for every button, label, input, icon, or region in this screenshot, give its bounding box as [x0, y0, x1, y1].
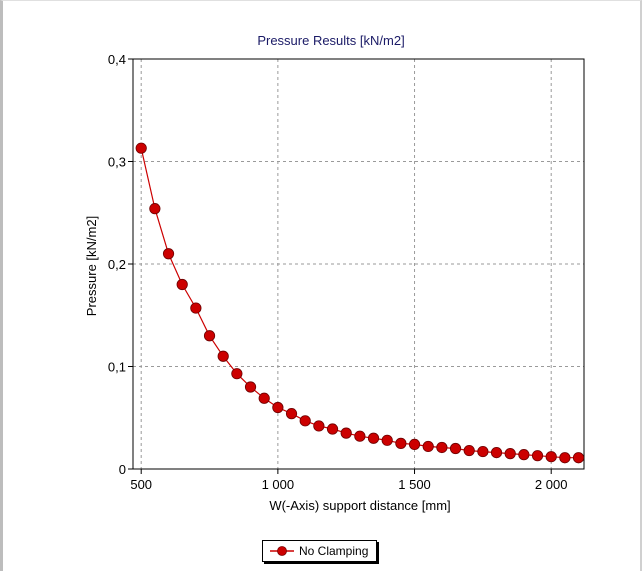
- data-point[interactable]: [545, 451, 557, 463]
- x-tick-label: 500: [130, 477, 152, 492]
- pressure-chart: Pressure Results [kN/m2] 500 1 000 1 500 2 …: [84, 33, 585, 513]
- data-point[interactable]: [477, 445, 489, 458]
- data-point[interactable]: [559, 452, 571, 464]
- data-point[interactable]: [313, 420, 325, 432]
- data-point[interactable]: [299, 415, 311, 427]
- data-point[interactable]: [135, 142, 147, 154]
- data-point[interactable]: [285, 408, 298, 420]
- data-point[interactable]: [367, 432, 380, 444]
- data-point[interactable]: [381, 434, 393, 446]
- y-tick-label: 0: [119, 462, 126, 477]
- data-point[interactable]: [326, 423, 339, 435]
- data-point[interactable]: [244, 381, 257, 393]
- data-point[interactable]: [518, 449, 530, 461]
- data-point[interactable]: [258, 392, 270, 404]
- data-point[interactable]: [272, 401, 284, 414]
- data-point[interactable]: [449, 442, 462, 455]
- y-tick-label: 0,4: [108, 52, 126, 67]
- x-axis-label: W(-Axis) support distance [mm]: [269, 498, 450, 513]
- x-tick-label: 1 500: [398, 477, 431, 492]
- data-point[interactable]: [354, 430, 366, 442]
- y-tick-label: 0,3: [108, 155, 126, 170]
- data-point[interactable]: [463, 444, 475, 457]
- data-point[interactable]: [531, 450, 544, 462]
- data-point[interactable]: [190, 302, 202, 314]
- y-tick-label: 0,1: [108, 360, 126, 375]
- axis-ticks: 500 1 000 1 500 2 000 0 0,1 0,2 0,3 0,4: [108, 52, 568, 492]
- data-point[interactable]: [436, 441, 448, 454]
- data-point[interactable]: [408, 438, 421, 450]
- data-point[interactable]: [231, 368, 243, 380]
- data-point[interactable]: [572, 452, 585, 464]
- data-point[interactable]: [504, 448, 516, 460]
- data-point[interactable]: [149, 203, 161, 215]
- data-point[interactable]: [162, 248, 175, 260]
- y-tick-label: 0,2: [108, 257, 126, 272]
- legend[interactable]: No Clamping: [262, 540, 378, 562]
- grid: [133, 59, 584, 469]
- data-point[interactable]: [490, 446, 503, 459]
- series-no-clamping: [135, 142, 585, 464]
- data-point[interactable]: [395, 437, 407, 449]
- x-tick-label: 1 000: [262, 477, 295, 492]
- data-point[interactable]: [176, 278, 188, 291]
- legend-line-marker-icon: [270, 546, 294, 556]
- data-point[interactable]: [422, 440, 434, 453]
- data-point[interactable]: [203, 330, 216, 342]
- y-axis-label: Pressure [kN/m2]: [84, 216, 99, 316]
- legend-label-no-clamping: No Clamping: [299, 544, 369, 558]
- series-line: [140, 148, 579, 459]
- data-point[interactable]: [340, 427, 352, 439]
- chart-title: Pressure Results [kN/m2]: [257, 33, 404, 48]
- x-tick-label: 2 000: [535, 477, 568, 492]
- data-point[interactable]: [217, 350, 229, 362]
